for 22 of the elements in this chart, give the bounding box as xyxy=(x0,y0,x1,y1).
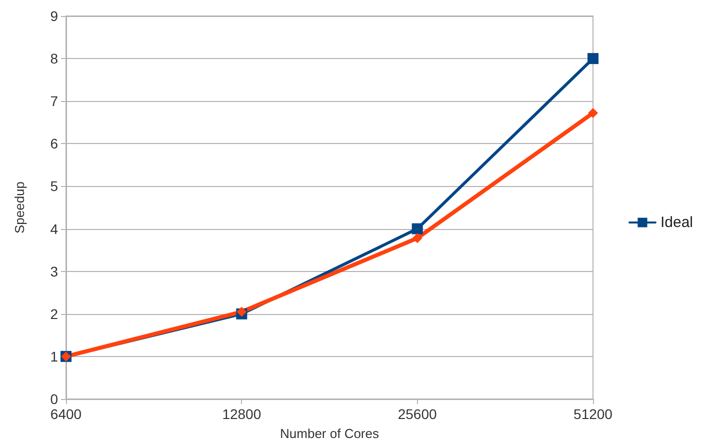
y-tick-label: 7 xyxy=(50,93,58,110)
legend-label: Ideal xyxy=(660,214,694,231)
point xyxy=(236,306,247,317)
x-tick-label: 51200 xyxy=(574,406,613,422)
x-tick-label: 12800 xyxy=(222,406,262,422)
point xyxy=(412,223,423,234)
x-tick-label: 25600 xyxy=(398,406,438,422)
y-tick-label: 6 xyxy=(50,136,58,152)
y-axis-title: Speedup xyxy=(12,181,27,234)
point xyxy=(412,233,422,244)
y-tick-label: 5 xyxy=(50,178,58,194)
y-tick-label: 8 xyxy=(50,50,58,67)
y-tick-label: 3 xyxy=(50,263,58,280)
y-tick-label: 1 xyxy=(50,348,58,364)
point xyxy=(588,53,598,64)
x-tick-label: 6400 xyxy=(50,406,82,422)
y-tick-label: 9 xyxy=(50,8,58,24)
x-axis-title: Number of Cores xyxy=(280,426,380,441)
y-tick-label: 4 xyxy=(50,220,58,237)
point xyxy=(588,108,598,118)
y-tick-label: 2 xyxy=(50,306,58,322)
y-tick-label: 0 xyxy=(50,391,58,407)
